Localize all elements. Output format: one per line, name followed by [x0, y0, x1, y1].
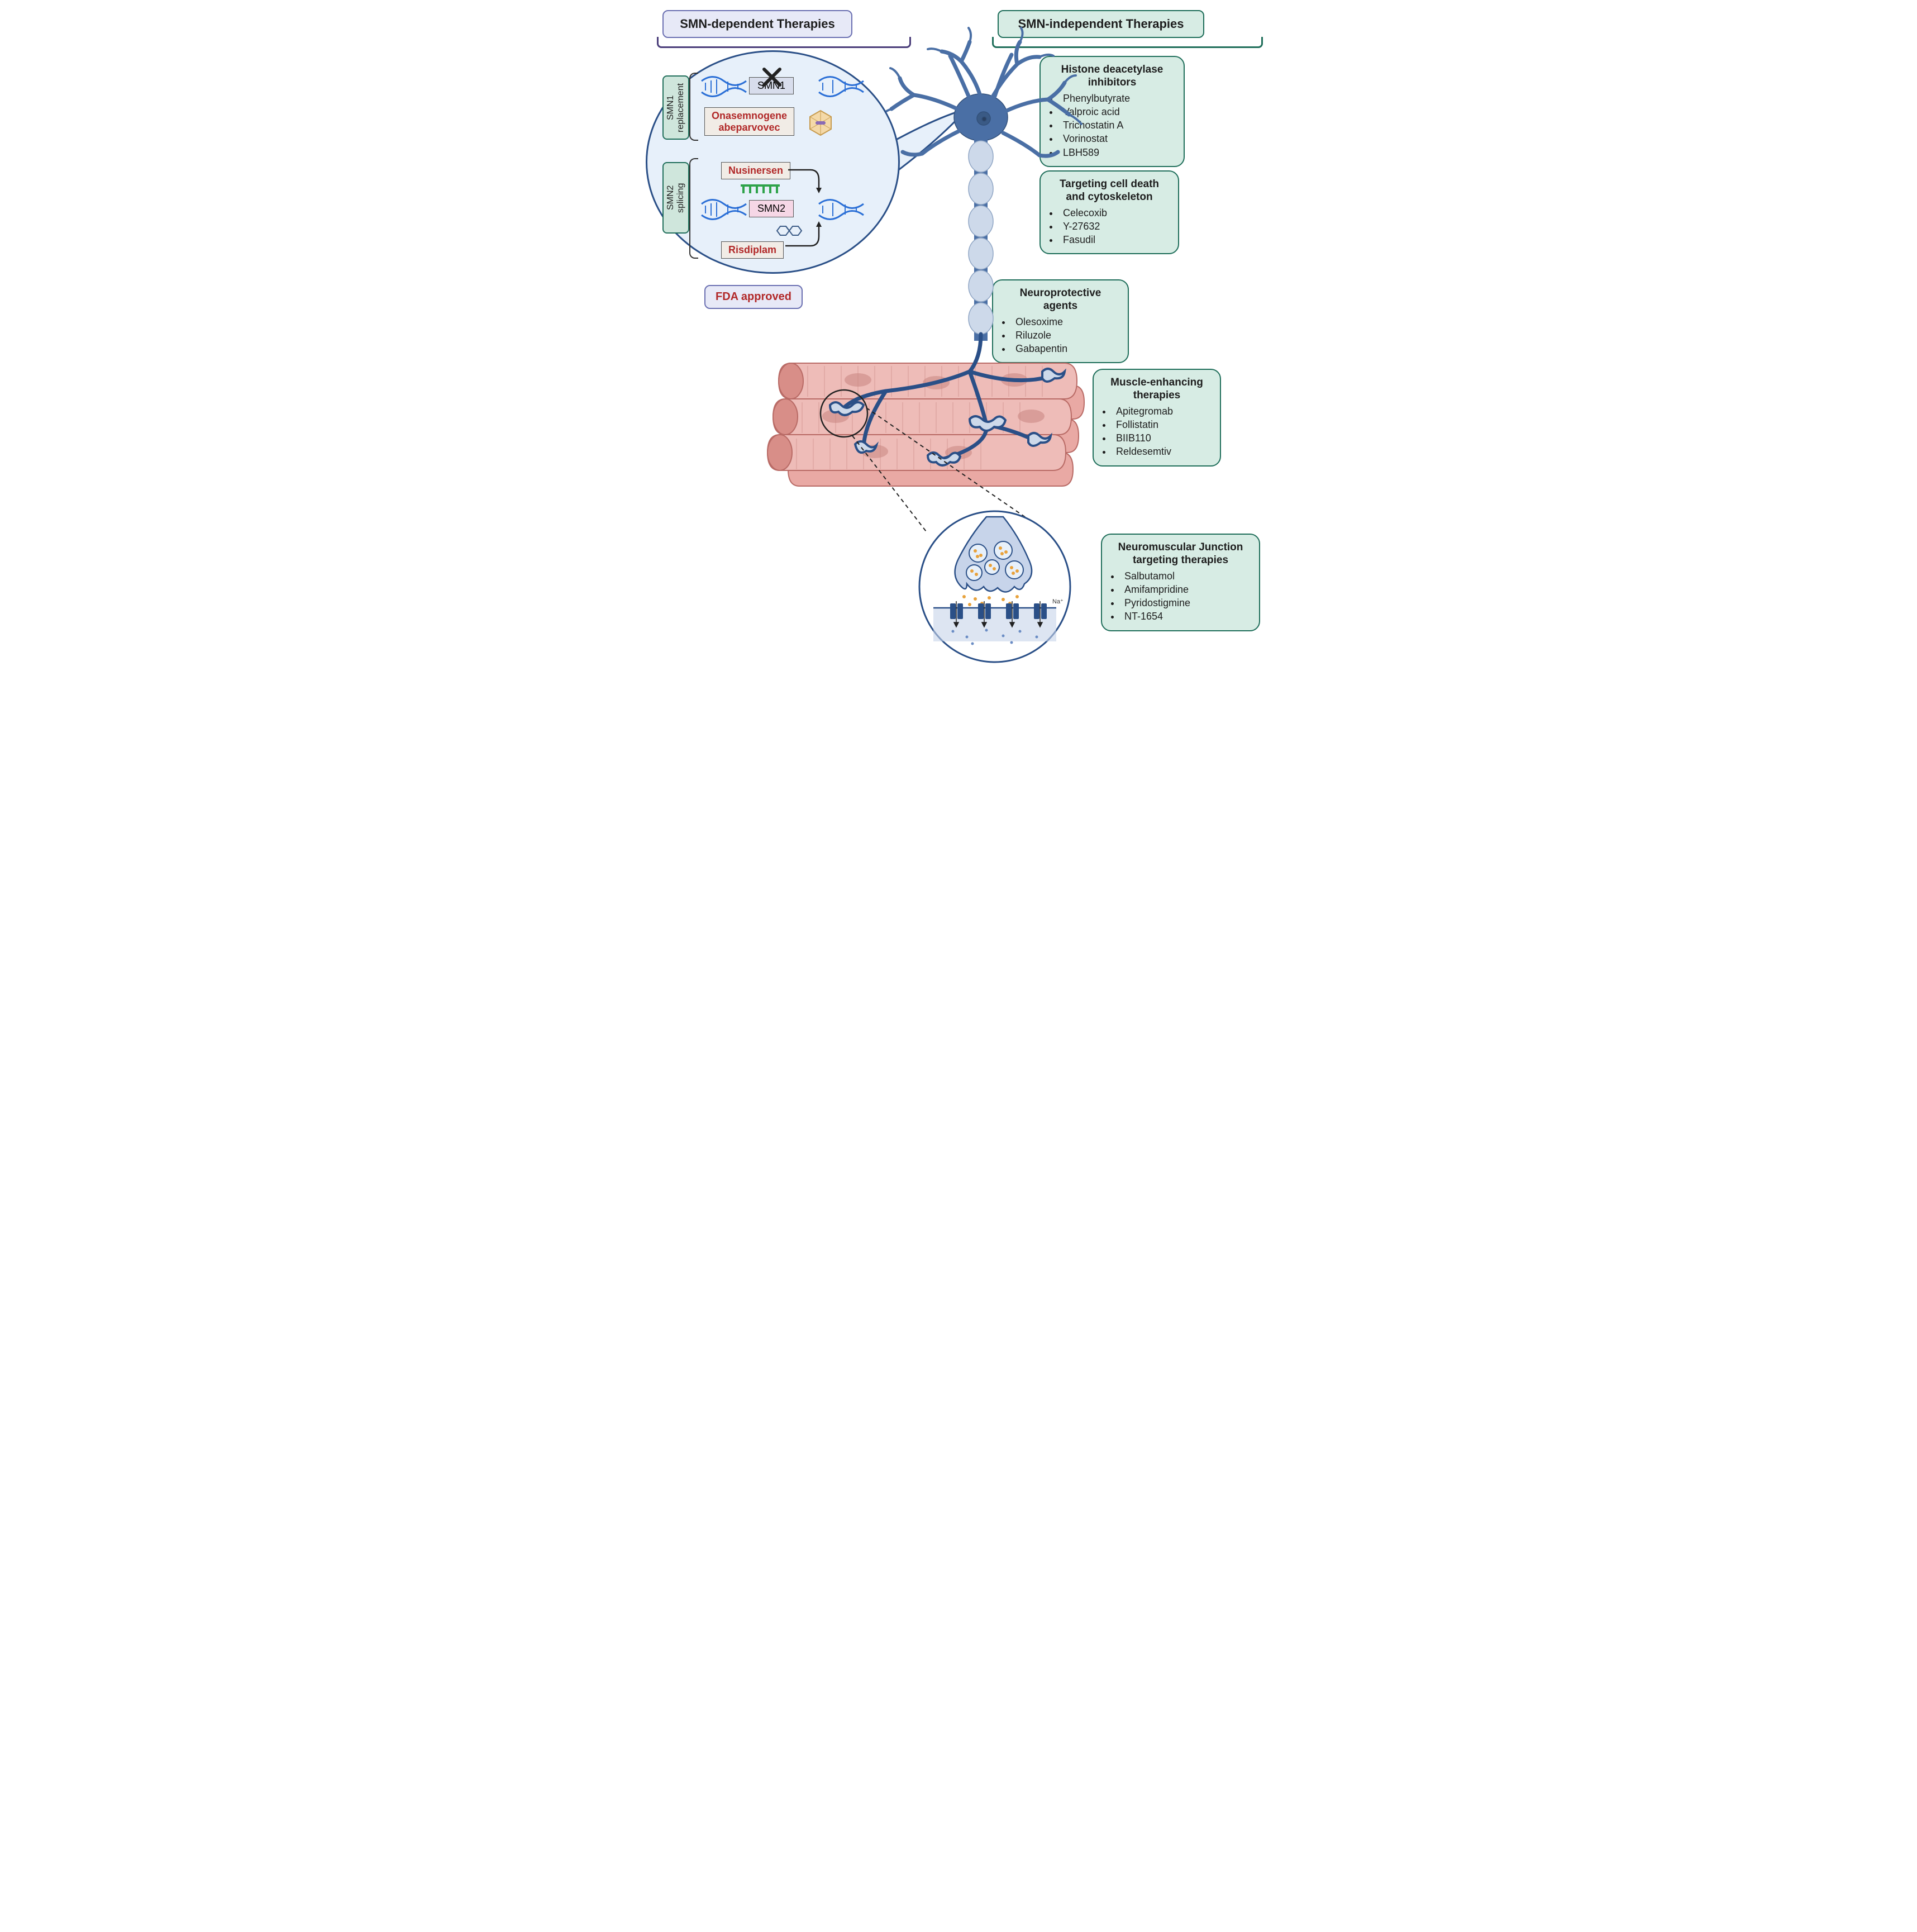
- vlabel-smn1-replacement: SMN1replacement: [662, 75, 689, 140]
- x-icon: [762, 67, 782, 87]
- axon: [969, 140, 993, 341]
- aso-icon: [738, 183, 783, 196]
- bracket-section1: [689, 73, 698, 141]
- na-label: Na⁺: [1052, 598, 1064, 605]
- vlabel-smn2-splicing: SMN2splicing: [662, 162, 689, 234]
- diagram-canvas: SMN-dependent Therapies SMN-independent …: [623, 0, 1294, 676]
- drug-nusinersen: Nusinersen: [721, 162, 790, 179]
- drug-risdiplam: Risdiplam: [721, 241, 784, 259]
- drug-onasemnogene: Onasemnogene abeparvovec: [704, 107, 794, 136]
- synapse-detail: Na⁺: [919, 511, 1070, 662]
- gene-smn2: SMN2: [749, 200, 794, 217]
- bracket-section2: [689, 158, 698, 259]
- muscle: [767, 363, 1084, 486]
- virus-capsid-icon: [807, 109, 834, 137]
- fda-approved: FDA approved: [704, 285, 803, 309]
- arrow-risdiplam: [783, 217, 833, 251]
